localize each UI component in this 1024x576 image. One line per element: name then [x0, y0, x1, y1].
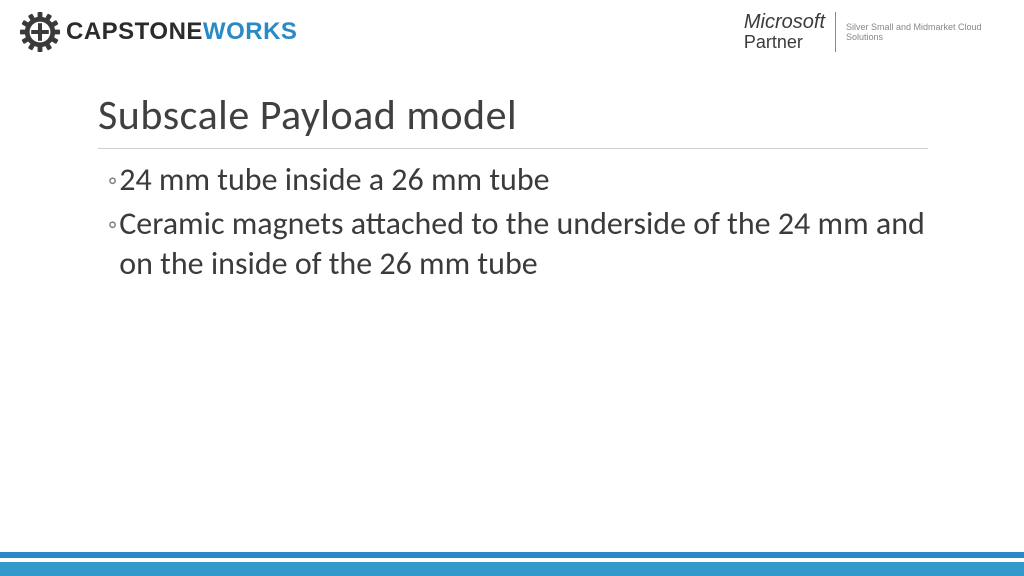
microsoft-partner-block: Microsoft Partner: [744, 12, 836, 52]
bullet-mark-icon: ◦: [108, 204, 117, 244]
footer-bar-thin: [0, 552, 1024, 558]
partner-logo-right: Microsoft Partner Silver Small and Midma…: [744, 12, 1006, 52]
partner-tagline: Silver Small and Midmarket Cloud Solutio…: [836, 22, 1006, 42]
brand-logo-text: CAPSTONEWORKS: [66, 18, 297, 46]
brand-logo-left: CAPSTONEWORKS: [20, 12, 297, 52]
bullet-mark-icon: ◦: [108, 160, 117, 200]
bullet-text: Ceramic magnets attached to the undersid…: [119, 204, 928, 284]
slide-title: Subscale Payload model: [98, 90, 928, 141]
partner-label: Partner: [744, 33, 825, 52]
slide: CAPSTONEWORKS Microsoft Partner Silver S…: [0, 0, 1024, 576]
title-divider: [98, 148, 928, 149]
microsoft-label: Microsoft: [744, 12, 825, 33]
brand-logo-part2: WORKS: [203, 18, 298, 45]
bullet-list: ◦ 24 mm tube inside a 26 mm tube ◦ Ceram…: [108, 160, 928, 288]
footer-bar-thick: [0, 562, 1024, 576]
bullet-text: 24 mm tube inside a 26 mm tube: [119, 160, 549, 200]
bullet-item: ◦ Ceramic magnets attached to the unders…: [108, 204, 928, 284]
bullet-item: ◦ 24 mm tube inside a 26 mm tube: [108, 160, 928, 200]
gear-icon: [20, 12, 60, 52]
brand-logo-part1: CAPSTONE: [66, 18, 203, 45]
